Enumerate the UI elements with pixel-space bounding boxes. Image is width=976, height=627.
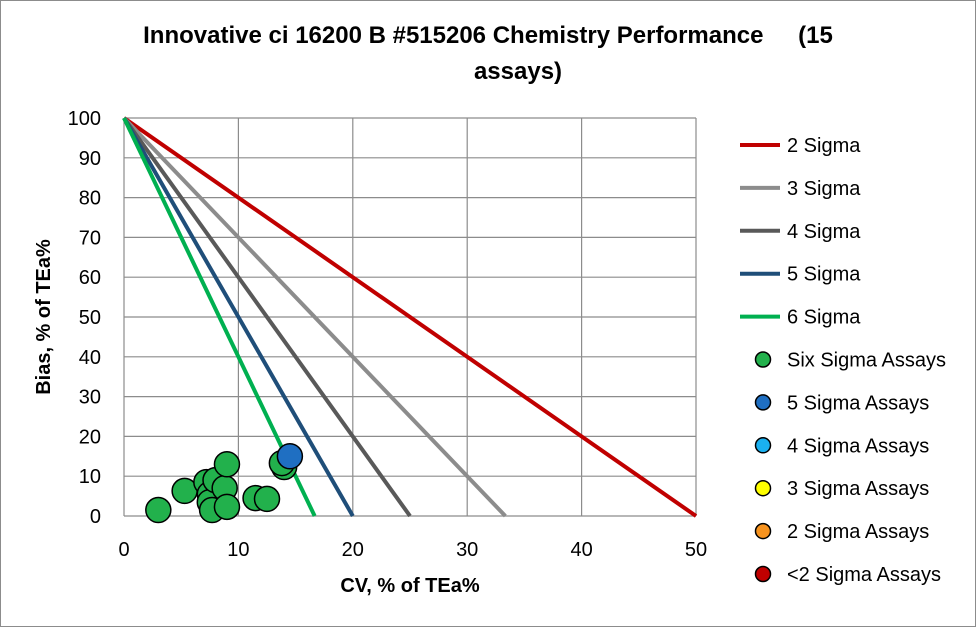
y-tick-label: 90 bbox=[79, 148, 101, 170]
legend-label: 2 Sigma Assays bbox=[787, 521, 929, 543]
y-tick-label: 60 bbox=[79, 267, 101, 289]
x-tick-label: 50 bbox=[685, 539, 707, 561]
x-tick-label: 30 bbox=[456, 539, 478, 561]
y-tick-label: 100 bbox=[68, 108, 101, 130]
data-point bbox=[145, 496, 172, 524]
y-tick-label: 80 bbox=[79, 188, 101, 210]
legend-label: 2 Sigma bbox=[787, 135, 861, 157]
y-tick-label: 50 bbox=[79, 307, 101, 329]
legend-swatch-marker bbox=[754, 479, 772, 497]
sigma-line-3 bbox=[122, 116, 507, 518]
x-axis-label: CV, % of TEa% bbox=[340, 575, 480, 597]
x-tick-label: 10 bbox=[227, 539, 249, 561]
y-tick-label: 40 bbox=[79, 347, 101, 369]
x-axis-ticks: 0 10 20 30 40 50 bbox=[118, 539, 707, 561]
legend-swatch-marker bbox=[754, 351, 772, 368]
chart-title-continued: assays) bbox=[473, 58, 563, 85]
y-tick-label: 0 bbox=[90, 506, 101, 528]
legend-label: 6 Sigma bbox=[787, 307, 861, 329]
data-point bbox=[213, 493, 241, 521]
y-tick-label: 70 bbox=[79, 227, 101, 249]
sigma-line-4 bbox=[122, 116, 412, 518]
legend-label: 4 Sigma bbox=[787, 221, 861, 243]
legend-label: Six Sigma Assays bbox=[787, 350, 946, 372]
legend-label: 3 Sigma bbox=[787, 178, 861, 200]
x-tick-label: 20 bbox=[342, 539, 364, 561]
legend-label: <2 Sigma Assays bbox=[787, 564, 941, 586]
chart-title: Innovative ci 16200 B #515206 Chemistry … bbox=[0, 22, 976, 50]
data-point bbox=[213, 451, 241, 478]
x-tick-label: 40 bbox=[570, 539, 592, 561]
data-points bbox=[145, 443, 304, 524]
y-axis-ticks: 0 10 20 30 40 50 60 70 80 90 100 bbox=[68, 108, 101, 528]
legend-swatch-marker bbox=[754, 522, 772, 540]
chart-title-count: (15 bbox=[798, 22, 833, 49]
sigma-lines bbox=[122, 116, 698, 518]
y-tick-label: 20 bbox=[79, 426, 101, 448]
legend-swatch-marker bbox=[754, 437, 772, 454]
data-point bbox=[253, 485, 281, 513]
sigma-line-5 bbox=[122, 117, 355, 517]
y-tick-label: 30 bbox=[79, 387, 101, 409]
sigma-line-2 bbox=[122, 116, 698, 518]
y-axis-label: Bias, % of TEa% bbox=[33, 239, 55, 395]
y-tick-label: 10 bbox=[79, 466, 101, 488]
legend-swatch-marker bbox=[754, 565, 772, 583]
x-tick-label: 0 bbox=[118, 539, 129, 561]
legend-label: 4 Sigma Assays bbox=[787, 435, 929, 457]
legend-label: 5 Sigma bbox=[787, 264, 861, 286]
data-point bbox=[276, 443, 304, 470]
legend: 2 Sigma 3 Sigma 4 Sigma 5 Sigma 6 Sigma Six S… bbox=[740, 135, 946, 586]
legend-label: 5 Sigma Assays bbox=[787, 392, 929, 414]
legend-label: 3 Sigma Assays bbox=[787, 478, 929, 500]
legend-swatch-marker bbox=[754, 394, 772, 411]
chart-title-main: Innovative ci 16200 B #515206 Chemistry … bbox=[143, 22, 764, 49]
